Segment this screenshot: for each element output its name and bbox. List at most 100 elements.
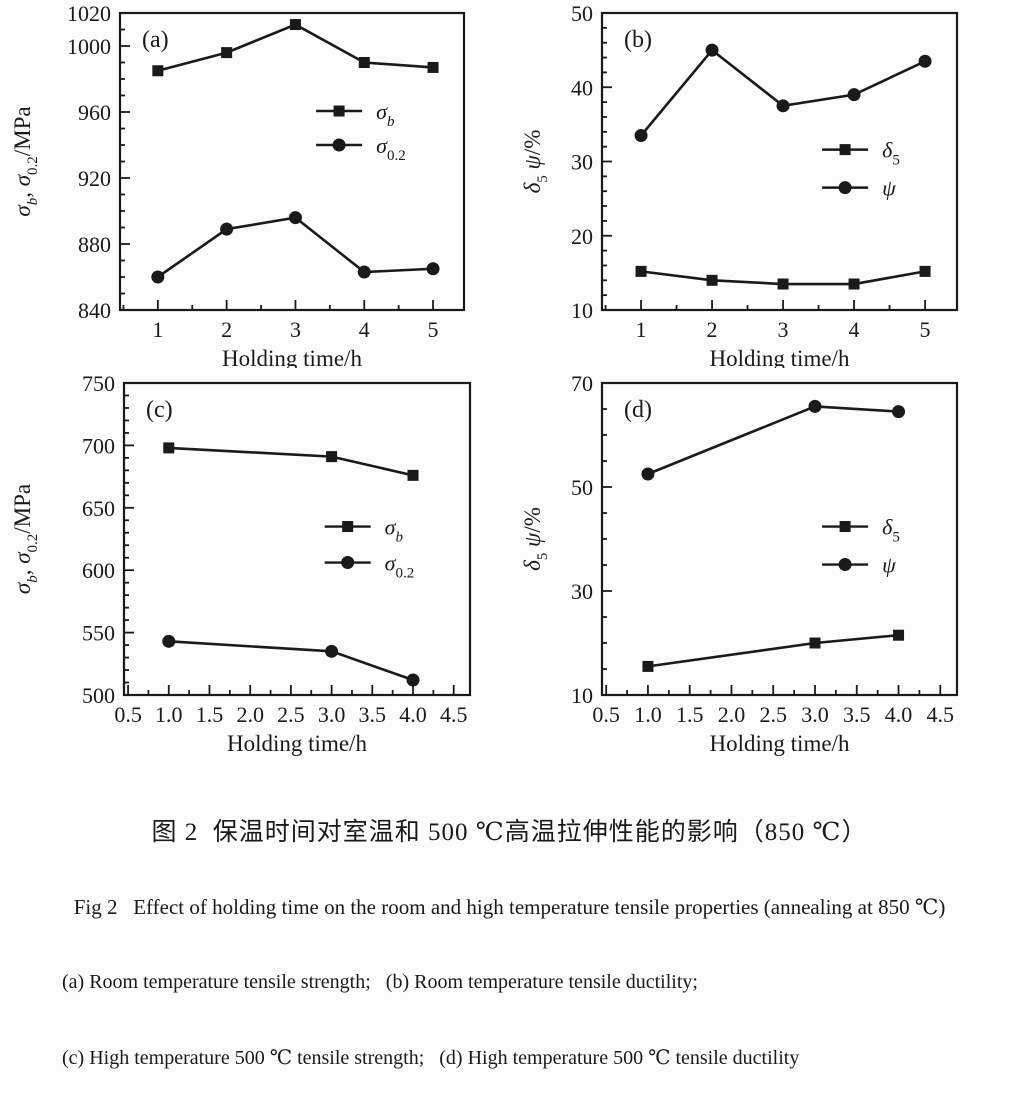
y-tick-label: 650 — [82, 496, 115, 521]
series-line — [647, 405, 899, 476]
square-marker — [642, 660, 654, 672]
chart-b-svg: 1 2 3 4 5 10 20 30 40 50 δ5 ψ (b) Holding time/h δ5 ψ/… — [520, 1, 959, 371]
x-tick-label: 4.5 — [927, 702, 955, 727]
y-tick-label: 750 — [82, 371, 115, 396]
x-tick-label: 4.0 — [885, 702, 913, 727]
y-axis-title: δ5 ψ/% — [520, 507, 551, 571]
x-axis-ticks — [604, 300, 926, 310]
x-tick-label: 3.0 — [318, 702, 346, 727]
figure-page: 1 2 3 4 5 840 880 920 960 1000 1020 σb σ0.2 (a) Holdin… — [0, 0, 1019, 1069]
circle-marker — [341, 556, 355, 570]
x-tick-label: 1 — [636, 317, 647, 342]
square-marker — [407, 469, 419, 481]
circle-marker — [641, 467, 655, 481]
y-tick-label: 1000 — [67, 34, 111, 59]
chart-c-svg: 0.5 1.0 1.5 2.0 2.5 3.0 3.5 4.0 4.5 500 550 600 650 7… — [10, 371, 472, 756]
x-tick-label: 3.5 — [359, 702, 387, 727]
chart-panel-c: 0.5 1.0 1.5 2.0 2.5 3.0 3.5 4.0 4.5 500 550 600 650 7… — [0, 368, 510, 760]
x-tick-label: 5 — [428, 317, 439, 342]
square-marker — [706, 274, 718, 286]
square-marker — [809, 637, 821, 649]
square-marker — [848, 278, 860, 290]
circle-marker — [634, 129, 648, 143]
panel-label: (d) — [624, 397, 652, 423]
x-axis-title: Holding time/h — [710, 346, 850, 368]
square-marker — [839, 144, 851, 156]
x-axis-ticks — [122, 300, 434, 310]
legend-label: σ0.2 — [376, 133, 406, 164]
chart-panel-d: 0.5 1.0 1.5 2.0 2.5 3.0 3.5 4.0 4.5 10 30 50 70 δ5 ψ (d… — [510, 368, 1019, 760]
circle-marker — [808, 399, 822, 413]
circle-marker — [838, 558, 852, 572]
legend-label: δ5 — [882, 515, 900, 546]
circle-marker — [406, 673, 420, 687]
series-square — [152, 19, 439, 77]
y-tick-label: 700 — [82, 433, 115, 458]
x-tick-label: 1 — [152, 317, 163, 342]
square-marker — [342, 521, 354, 533]
plot-border — [118, 11, 466, 312]
series-line — [168, 640, 414, 682]
square-marker — [777, 278, 789, 290]
y-tick-label: 10 — [571, 298, 593, 323]
y-tick-label: 550 — [82, 621, 115, 646]
square-marker — [358, 57, 370, 68]
x-tick-label: 1.0 — [634, 702, 662, 727]
circle-marker — [325, 644, 339, 658]
legend-label: ψ — [882, 553, 896, 578]
series-line — [157, 216, 434, 279]
subcaption-ab: (a) Room temperature tensile strength; (… — [62, 971, 698, 993]
circle-marker — [838, 181, 852, 195]
x-tick-label: 4.0 — [399, 702, 427, 727]
x-tick-label: 2.5 — [759, 702, 787, 727]
x-tick-label: 5 — [920, 317, 931, 342]
series-square — [163, 442, 419, 481]
y-tick-label: 50 — [571, 475, 593, 500]
y-axis-ticks — [602, 382, 612, 696]
legend: δ5 ψ — [822, 515, 900, 578]
square-marker — [427, 61, 439, 73]
y-tick-label: 30 — [571, 579, 593, 604]
panel-label: (b) — [624, 27, 652, 53]
square-marker — [635, 265, 647, 277]
series-line — [168, 446, 414, 477]
circle-marker — [357, 265, 371, 279]
chart-panel-a: 1 2 3 4 5 840 880 920 960 1000 1020 σb σ0.2 (a) Holdin… — [0, 0, 510, 371]
square-marker — [152, 65, 164, 77]
y-tick-label: 1020 — [67, 1, 111, 26]
series-circle — [162, 634, 420, 687]
series-line — [640, 48, 926, 137]
legend-label: δ5 — [882, 138, 900, 169]
y-tick-label: 50 — [571, 1, 593, 26]
x-tick-label: 2 — [707, 317, 718, 342]
square-marker — [163, 442, 175, 454]
circle-marker — [288, 211, 302, 225]
subcaption-cd: (c) High temperature 500 ℃ tensile stren… — [62, 1047, 800, 1069]
x-tick-label: 1.0 — [155, 702, 183, 727]
caption-chinese: 图 2 保温时间对室温和 500 ℃高温拉伸性能的影响（850 ℃） — [151, 819, 868, 846]
x-tick-label: 2.5 — [277, 702, 305, 727]
series-square — [635, 265, 931, 290]
y-tick-label: 960 — [78, 100, 111, 125]
y-tick-label: 920 — [78, 166, 111, 191]
square-marker — [839, 521, 851, 533]
x-tick-label: 3 — [778, 317, 789, 342]
series-line — [647, 633, 899, 668]
series-circle — [634, 43, 932, 143]
series-circle — [151, 211, 440, 284]
circle-marker — [151, 270, 165, 284]
y-axis-title: σb, σ0.2/MPa — [10, 106, 41, 216]
caption-english: Fig 2 Effect of holding time on the room… — [73, 895, 946, 919]
y-axis-title: σb, σ0.2/MPa — [10, 484, 41, 594]
x-tick-label: 4.5 — [440, 702, 468, 727]
series-square — [642, 629, 905, 672]
x-tick-label: 2.0 — [718, 702, 746, 727]
circle-marker — [332, 138, 346, 152]
panel-label: (c) — [146, 397, 173, 423]
y-tick-label: 840 — [78, 298, 111, 323]
x-axis-title: Holding time/h — [227, 731, 367, 756]
y-tick-label: 40 — [571, 75, 593, 100]
circle-marker — [220, 222, 234, 236]
